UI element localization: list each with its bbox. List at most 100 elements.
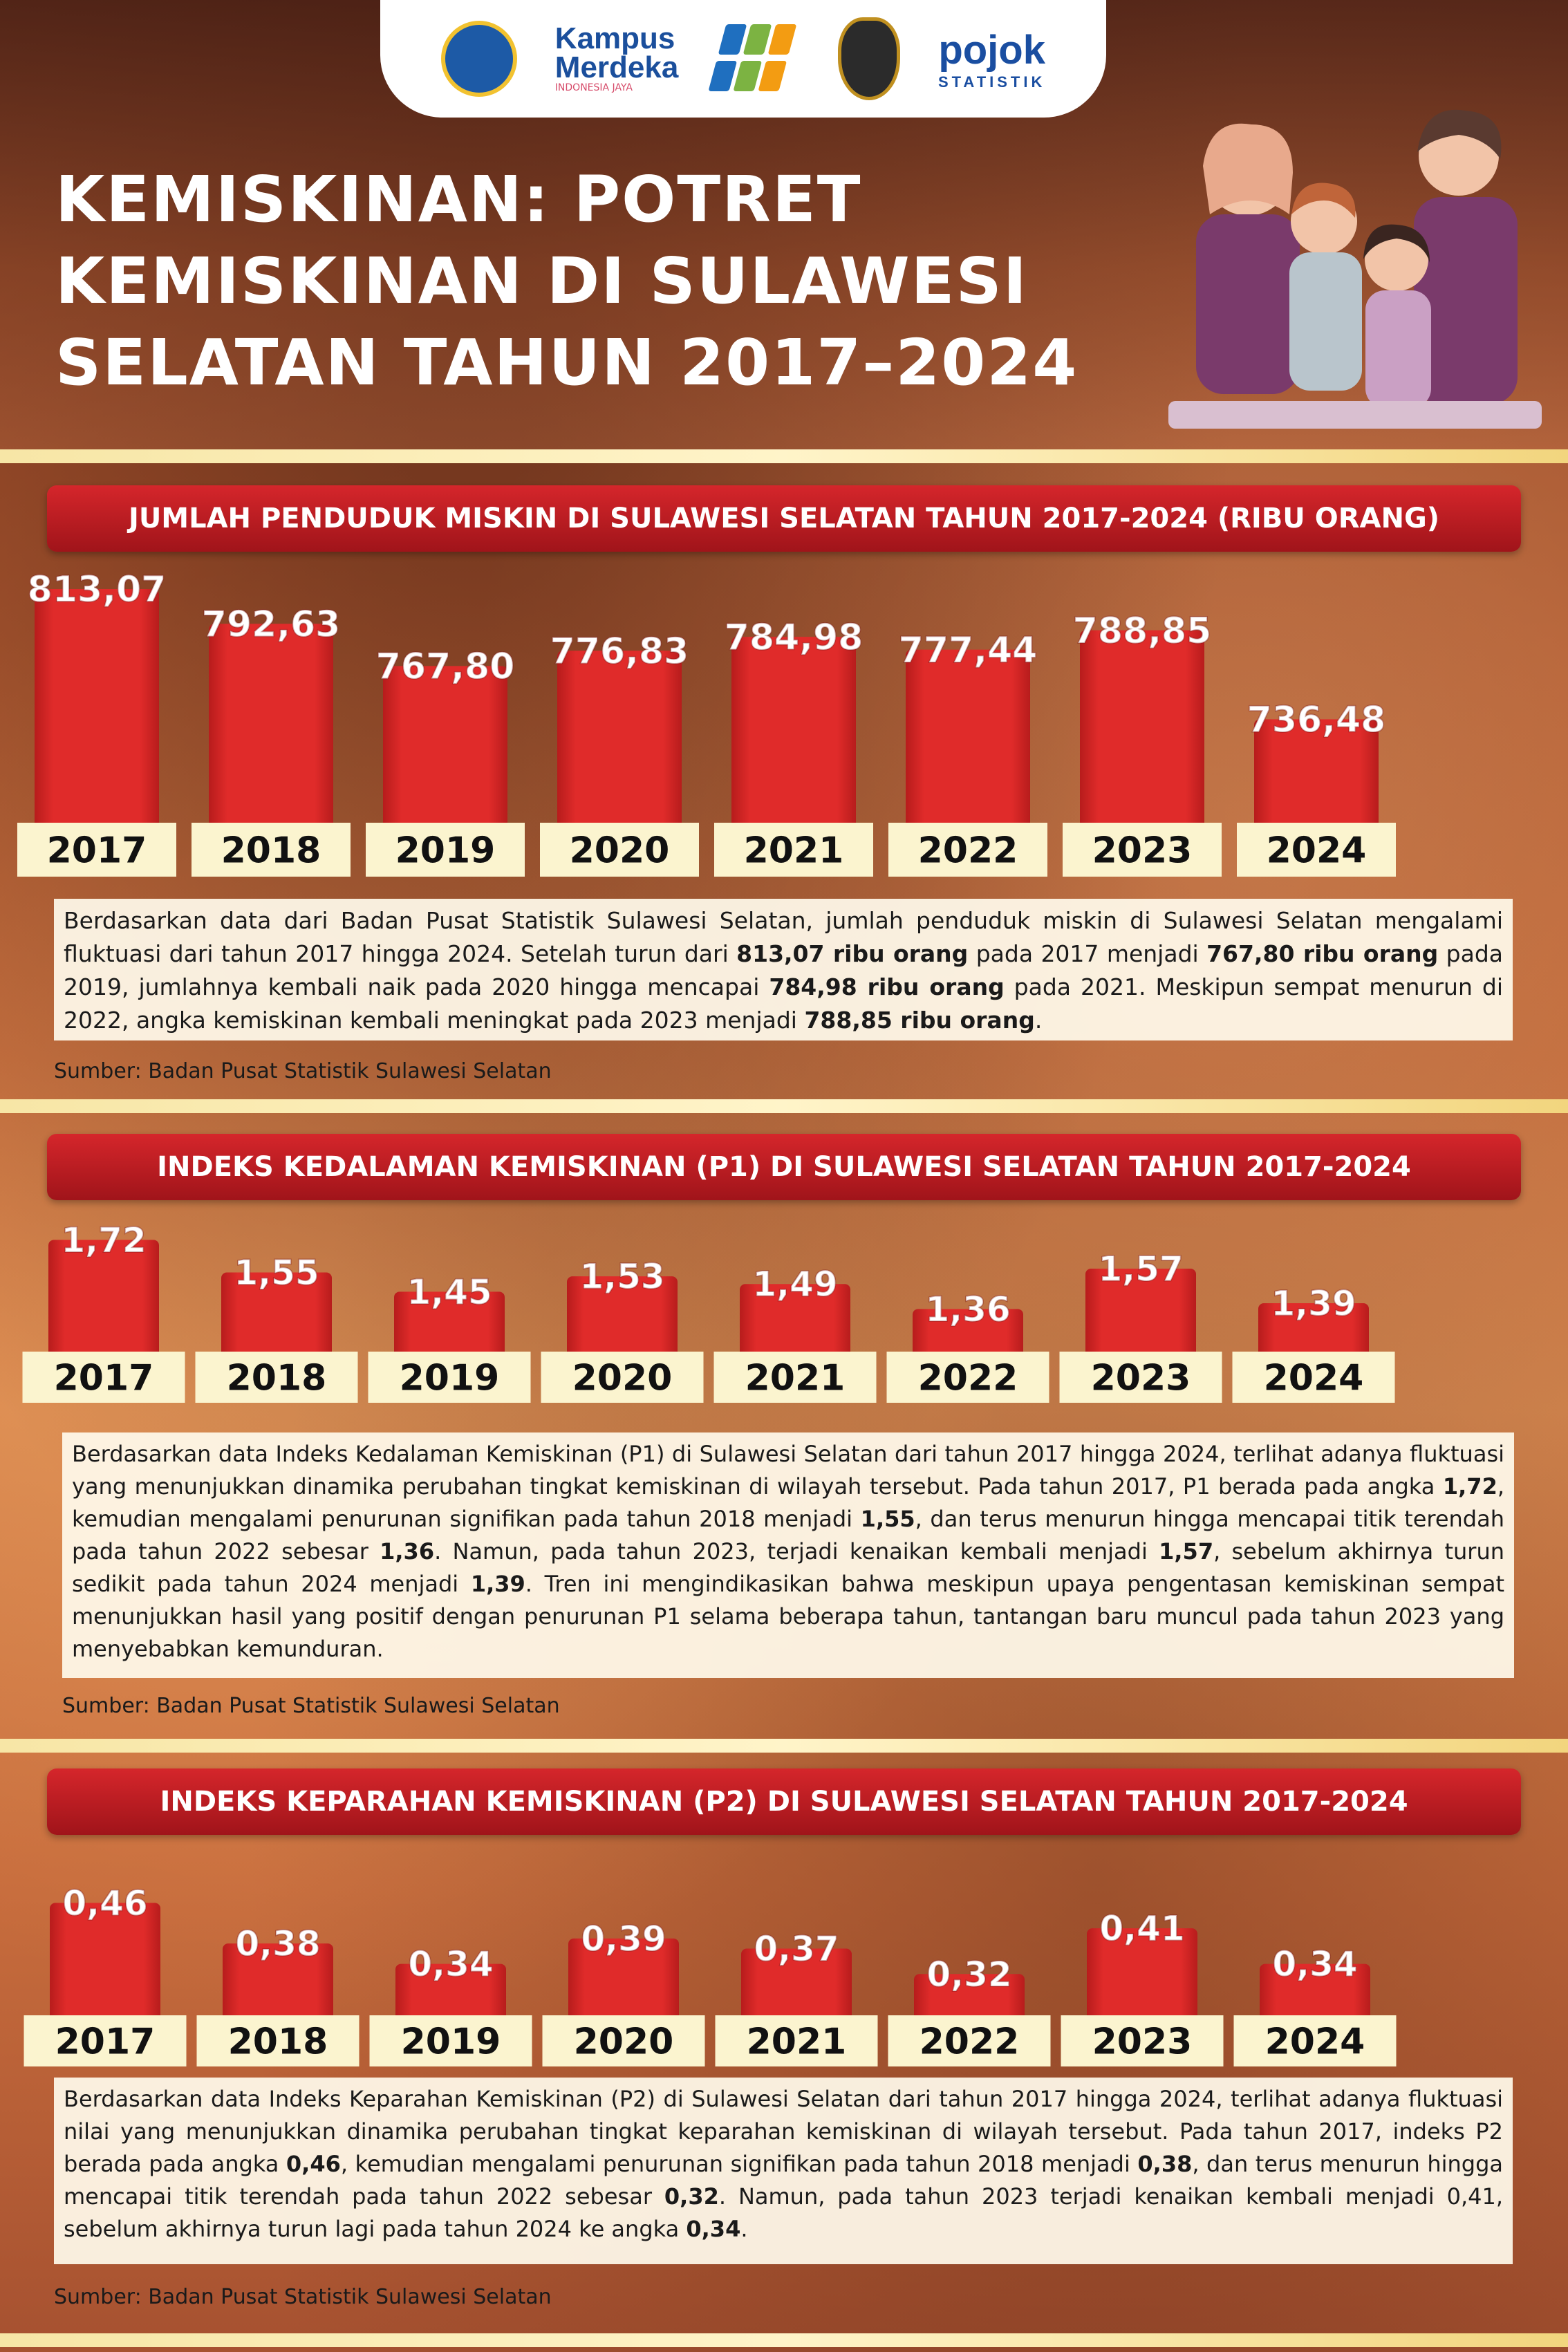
tick-label-2023: 2023	[1091, 1358, 1191, 1399]
tick-label-2023: 2023	[1092, 830, 1193, 872]
bar-2023	[1080, 630, 1204, 830]
tick-label-2024: 2024	[1265, 2022, 1365, 2063]
bar-2018	[209, 624, 333, 830]
tick-label-2021: 2021	[747, 2022, 847, 2063]
year-box-2022	[886, 1352, 1049, 1403]
paragraph-text: . Namun, pada tahun 2023, terjadi kenaik…	[434, 1538, 1159, 1565]
tick-label-2020: 2020	[574, 2022, 674, 2063]
year-box-2021	[714, 823, 873, 877]
bar-2017	[50, 1903, 160, 2022]
bar-2017	[48, 1240, 159, 1359]
bar-2023	[1087, 1928, 1197, 2022]
paragraph-text: , kemudian mengalami penurunan signifika…	[340, 2151, 1138, 2177]
data-label-2017: 1,72	[61, 1220, 146, 1260]
page-title-line-3: SELATAN TAHUN 2017–2024	[55, 326, 1079, 400]
bar-2022	[906, 649, 1030, 830]
bar-2023	[1085, 1269, 1196, 1359]
pojok-text: pojok	[938, 27, 1045, 73]
year-box-2023	[1061, 2015, 1224, 2066]
paragraph-text: , kemudian mengalami penurunan signifika…	[72, 1473, 1504, 1532]
data-label-2019: 0,34	[408, 1944, 493, 1984]
section-1-title-text: JUMLAH PENDUDUK MISKIN DI SULAWESI SELAT…	[128, 503, 1440, 534]
paragraph-text: Berdasarkan data dari Badan Pusat Statis…	[64, 907, 1503, 967]
highlight-value: 1,57	[1159, 1538, 1214, 1565]
data-label-2023: 788,85	[1073, 610, 1212, 652]
data-label-2020: 1,53	[579, 1257, 664, 1297]
divider-stripe	[0, 2333, 1568, 2347]
year-box-2020	[540, 823, 699, 877]
page-title-line-2: KEMISKINAN DI SULAWESI	[55, 244, 1029, 318]
year-box-2017	[22, 1352, 185, 1403]
year-box-2018	[196, 2015, 360, 2066]
highlight-value: 788,85 ribu orang	[804, 1007, 1035, 1034]
section-2-title-text: INDEKS KEDALAMAN KEMISKINAN (P1) DI SULA…	[157, 1151, 1411, 1183]
kampus-merdeka-logo: Kampus Merdeka INDONESIA JAYA	[554, 24, 679, 94]
data-label-2017: 813,07	[28, 569, 167, 610]
family-illustration	[1168, 109, 1542, 429]
tick-label-2020: 2020	[570, 830, 670, 872]
year-box-2018	[195, 1352, 358, 1403]
data-label-2023: 1,57	[1098, 1249, 1183, 1289]
data-label-2023: 0,41	[1099, 1909, 1184, 1949]
data-label-2021: 784,98	[725, 617, 864, 658]
kampus-merdeka-sub: INDONESIA JAYA	[554, 82, 633, 93]
data-label-2018: 0,38	[235, 1924, 320, 1964]
year-box-2020	[541, 1352, 704, 1403]
tick-label-2021: 2021	[745, 1358, 846, 1399]
paragraph-text: . Namun, pada tahun 2023 terjadi kenaika…	[64, 2183, 1504, 2242]
section-1-source: Sumber: Badan Pusat Statistik Sulawesi S…	[54, 1059, 552, 1083]
data-label-2018: 1,55	[234, 1253, 319, 1293]
highlight-value: 784,98 ribu orang	[769, 973, 1005, 1000]
paragraph-text: Berdasarkan data Indeks Keparahan Kemisk…	[64, 2086, 1503, 2177]
paragraph-text: , dan terus menurun hingga mencapai titi…	[72, 1506, 1505, 1565]
data-label-2021: 0,37	[754, 1929, 839, 1969]
bar-2017	[35, 589, 159, 830]
section-3-title-text: INDEKS KEPARAHAN KEMISKINAN (P2) DI SULA…	[160, 1786, 1408, 1818]
divider-stripe	[0, 1099, 1568, 1113]
bar-2018	[223, 1943, 333, 2022]
highlight-value: 0,34	[686, 2216, 741, 2242]
pojok-statistik-logo: pojok STATISTIK	[938, 27, 1045, 91]
tick-label-2019: 2019	[395, 830, 496, 872]
tick-label-2022: 2022	[918, 830, 1018, 872]
data-label-2024: 1,39	[1271, 1284, 1356, 1324]
year-box-2019	[366, 823, 525, 877]
statistik-text: STATISTIK	[937, 73, 1046, 91]
data-label-2022: 0,32	[926, 1954, 1011, 1995]
tick-label-2019: 2019	[400, 1358, 500, 1399]
section-1-description: Berdasarkan data dari Badan Pusat Statis…	[54, 899, 1513, 1040]
tut-wuri-handayani-logo	[440, 21, 517, 97]
data-label-2024: 0,34	[1272, 1944, 1357, 1984]
tick-label-2019: 2019	[401, 2022, 501, 2063]
tick-label-2018: 2018	[221, 830, 321, 872]
year-box-2017	[24, 2015, 187, 2066]
data-label-2020: 0,39	[581, 1919, 666, 1959]
bar-2020	[557, 651, 682, 830]
paragraph-text: , sebelum akhirnya turun sedikit pada ta…	[72, 1538, 1505, 1597]
section-3-title: INDEKS KEPARAHAN KEMISKINAN (P2) DI SULA…	[47, 1768, 1521, 1835]
section-3-description: Berdasarkan data Indeks Keparahan Kemisk…	[54, 2078, 1513, 2264]
section-2-description: Berdasarkan data Indeks Kedalaman Kemisk…	[62, 1432, 1514, 1678]
bar-2024	[1254, 719, 1379, 830]
bar-2022	[914, 1974, 1025, 2022]
tick-label-2024: 2024	[1264, 1358, 1364, 1399]
paragraph-text: pada 2021. Meskipun sempat menurun di 20…	[64, 973, 1503, 1034]
section-2-source: Sumber: Badan Pusat Statistik Sulawesi S…	[62, 1694, 560, 1718]
highlight-value: 1,39	[470, 1571, 525, 1597]
paragraph-text: . Tren ini mengindikasikan bahwa meskipu…	[72, 1571, 1505, 1662]
kampus-merdeka-text-2: Merdeka	[554, 50, 679, 84]
data-label-2022: 1,36	[925, 1289, 1010, 1329]
data-label-2020: 776,83	[550, 631, 689, 672]
bar-chart-svg: 1,72 2017 1,55 2018 1,45 2019 1,53 2020 1,49 2021…	[22, 1220, 1395, 1403]
paragraph-text: , dan terus menurun hingga mencapai titi…	[64, 2151, 1504, 2210]
chart-population: 813,07 2017 792,63 2018 767,80 2019 776,83 2020…	[0, 553, 1568, 878]
highlight-value: 0,46	[286, 2151, 341, 2177]
tick-label-2022: 2022	[918, 1358, 1018, 1399]
section-1-title: JUMLAH PENDUDUK MISKIN DI SULAWESI SELAT…	[47, 485, 1521, 552]
bar-2021	[741, 1948, 852, 2022]
bar-2024	[1258, 1303, 1369, 1359]
data-label-2018: 792,63	[202, 604, 341, 645]
bar-chart-svg: 813,07 2017 792,63 2018 767,80 2019 776,83 2020…	[17, 568, 1396, 877]
page-title: KEMISKINAN: POTRET KEMISKINAN DI SULAWES…	[55, 159, 1175, 404]
bar-2019	[394, 1291, 505, 1359]
